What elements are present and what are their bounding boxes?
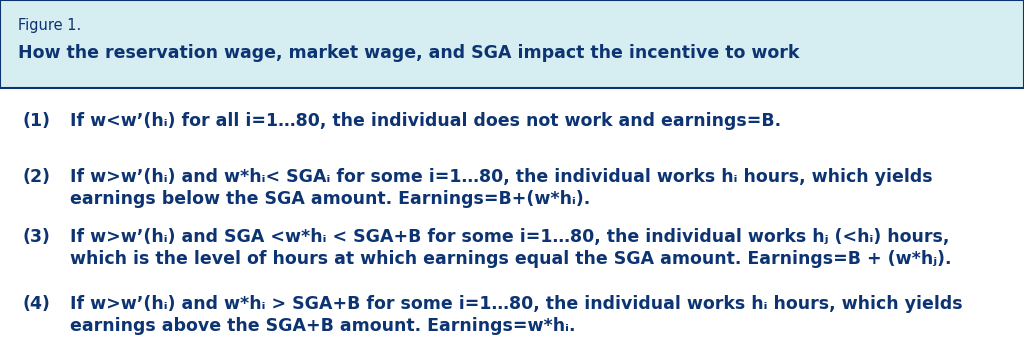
Text: earnings above the SGA+B amount. Earnings=w*hᵢ.: earnings above the SGA+B amount. Earning… bbox=[70, 317, 575, 335]
Text: How the reservation wage, market wage, and SGA impact the incentive to work: How the reservation wage, market wage, a… bbox=[18, 44, 800, 62]
Text: (2): (2) bbox=[22, 168, 50, 186]
Text: Figure 1.: Figure 1. bbox=[18, 18, 81, 33]
Text: which is the level of hours at which earnings equal the SGA amount. Earnings=B +: which is the level of hours at which ear… bbox=[70, 250, 951, 268]
Text: (4): (4) bbox=[22, 295, 50, 313]
Text: earnings below the SGA amount. Earnings=B+(w*hᵢ).: earnings below the SGA amount. Earnings=… bbox=[70, 190, 590, 208]
Text: (3): (3) bbox=[22, 228, 50, 246]
Text: If w<w’(hᵢ) for all i=1…80, the individual does not work and earnings=B.: If w<w’(hᵢ) for all i=1…80, the individu… bbox=[70, 112, 781, 130]
Text: If w>w’(hᵢ) and w*hᵢ< SGAᵢ for some i=1…80, the individual works hᵢ hours, which: If w>w’(hᵢ) and w*hᵢ< SGAᵢ for some i=1…… bbox=[70, 168, 933, 186]
FancyBboxPatch shape bbox=[0, 0, 1024, 88]
Text: If w>w’(hᵢ) and SGA <w*hᵢ < SGA+B for some i=1…80, the individual works hⱼ (<hᵢ): If w>w’(hᵢ) and SGA <w*hᵢ < SGA+B for so… bbox=[70, 228, 949, 246]
Text: (1): (1) bbox=[22, 112, 50, 130]
Text: If w>w’(hᵢ) and w*hᵢ > SGA+B for some i=1…80, the individual works hᵢ hours, whi: If w>w’(hᵢ) and w*hᵢ > SGA+B for some i=… bbox=[70, 295, 963, 313]
